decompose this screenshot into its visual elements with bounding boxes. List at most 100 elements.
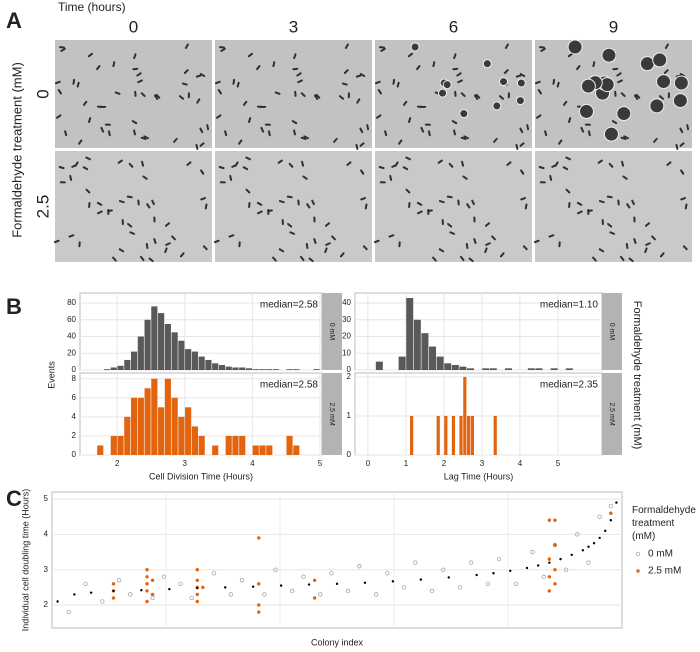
colony (578, 103, 594, 119)
cell (537, 89, 542, 95)
facet-strip (322, 293, 342, 370)
cell (461, 160, 465, 167)
annotation: median=2.58 (260, 380, 319, 391)
panel-label: A (6, 8, 22, 33)
cell (281, 219, 284, 226)
cell (446, 195, 453, 199)
point (553, 568, 557, 572)
histogram-bar (459, 366, 467, 370)
colony (515, 96, 525, 106)
cell (117, 159, 123, 164)
point (552, 542, 558, 548)
cell (141, 160, 145, 167)
histogram-bar (245, 368, 253, 370)
cell (568, 202, 571, 209)
point (189, 595, 194, 601)
cell (324, 247, 328, 254)
histogram-bar (185, 407, 192, 455)
cell (315, 93, 321, 99)
cell (623, 135, 629, 140)
cell (666, 161, 672, 166)
histogram-bar (232, 367, 239, 370)
cell (392, 78, 396, 85)
histogram-bar (463, 376, 467, 455)
point (581, 549, 585, 552)
histogram-bar (421, 333, 429, 370)
histogram-bar (212, 363, 219, 370)
cell (466, 203, 471, 209)
y-tick-label: 60 (67, 315, 76, 324)
cell (257, 210, 263, 215)
colony (499, 77, 509, 87)
cell (567, 52, 574, 58)
cell (396, 81, 400, 88)
cell (242, 100, 248, 106)
cell (199, 142, 205, 147)
cell (196, 98, 201, 104)
point (150, 595, 155, 601)
cell (611, 120, 618, 125)
cell (616, 72, 622, 77)
histogram-bar (535, 368, 543, 370)
y-tick-label: 40 (342, 298, 351, 307)
cell (416, 201, 423, 206)
point (447, 576, 450, 579)
cell (146, 203, 151, 209)
cell (308, 257, 314, 263)
x-tick-label: 0 (366, 459, 371, 468)
histogram-bar (178, 340, 185, 370)
y-tick-label: 0 (347, 450, 352, 459)
cell (302, 175, 308, 180)
cell (576, 201, 583, 206)
point (145, 589, 149, 593)
cell (524, 203, 528, 210)
facet-label: 2.5 mM (608, 402, 615, 426)
point (168, 587, 171, 591)
cell (267, 130, 271, 137)
point (161, 574, 166, 579)
histogram-bar (137, 336, 144, 370)
cell (114, 91, 121, 95)
cell (340, 252, 345, 258)
colony (410, 42, 420, 52)
histogram-bar (493, 415, 497, 455)
cell (213, 239, 220, 244)
cell (366, 124, 370, 131)
cell (587, 130, 591, 137)
colony (459, 109, 469, 119)
cell (186, 161, 192, 166)
point (257, 536, 261, 540)
cell (540, 47, 546, 52)
cell (245, 188, 251, 194)
cell (142, 175, 148, 180)
cell (592, 256, 597, 262)
cell (121, 219, 124, 226)
cell (684, 203, 688, 210)
cell (653, 137, 658, 143)
cell (432, 256, 437, 262)
legend-marker (636, 569, 640, 573)
cell (297, 199, 300, 206)
histogram-bar (151, 306, 158, 370)
histogram-bar (451, 415, 456, 455)
point (373, 592, 379, 597)
cell (82, 100, 88, 106)
cell (53, 239, 60, 244)
cell (164, 247, 168, 254)
y-tick-label: 20 (342, 332, 351, 341)
cell (216, 114, 222, 119)
cell (468, 257, 474, 263)
point (195, 568, 199, 572)
colony (656, 74, 672, 90)
point (201, 585, 205, 590)
cell (407, 52, 414, 58)
cell (248, 202, 251, 209)
histogram-bar (191, 426, 198, 455)
cell (199, 73, 206, 78)
facet-strip (602, 373, 622, 455)
point (385, 571, 390, 576)
cell (628, 257, 634, 263)
cell (100, 105, 107, 109)
cell (56, 114, 62, 119)
cell (522, 245, 528, 251)
